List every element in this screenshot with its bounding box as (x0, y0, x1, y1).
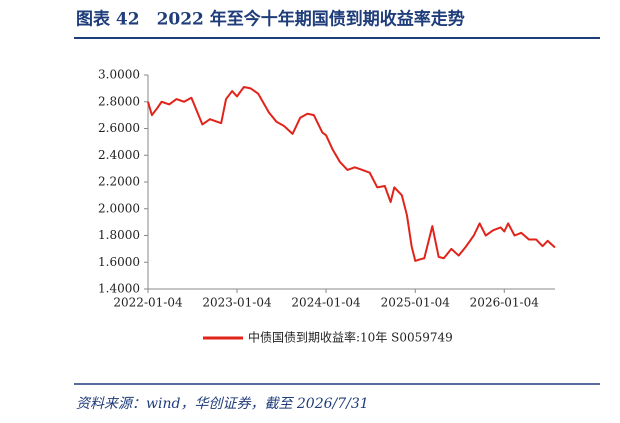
x-tick-label: 2022-01-04 (113, 296, 183, 310)
data-line (147, 86, 556, 262)
y-tick-label: 3.0000 (98, 68, 140, 82)
y-tick-label: 2.2000 (98, 175, 140, 189)
x-tick-label: 2026-01-04 (470, 296, 540, 310)
x-tick-label: 2024-01-04 (291, 296, 361, 310)
x-tick-label: 2023-01-04 (202, 296, 272, 310)
y-tick-label: 1.8000 (98, 228, 140, 242)
chart-title: 图表 42 2022 年至今十年期国债到期收益率走势 (76, 9, 465, 30)
y-tick-label: 1.6000 (98, 255, 140, 269)
y-tick-label: 2.0000 (98, 201, 140, 215)
y-tick-label: 2.6000 (98, 121, 140, 135)
x-tick-label: 2025-01-04 (381, 296, 451, 310)
y-tick-label: 2.4000 (98, 148, 140, 162)
y-tick-label: 2.8000 (98, 94, 140, 108)
source-note: 资料来源：wind，华创证券，截至 2026/7/31 (76, 396, 369, 412)
y-tick-label: 1.4000 (98, 282, 140, 296)
legend-label: 中债国债到期收益率:10年 S0059749 (248, 330, 453, 345)
